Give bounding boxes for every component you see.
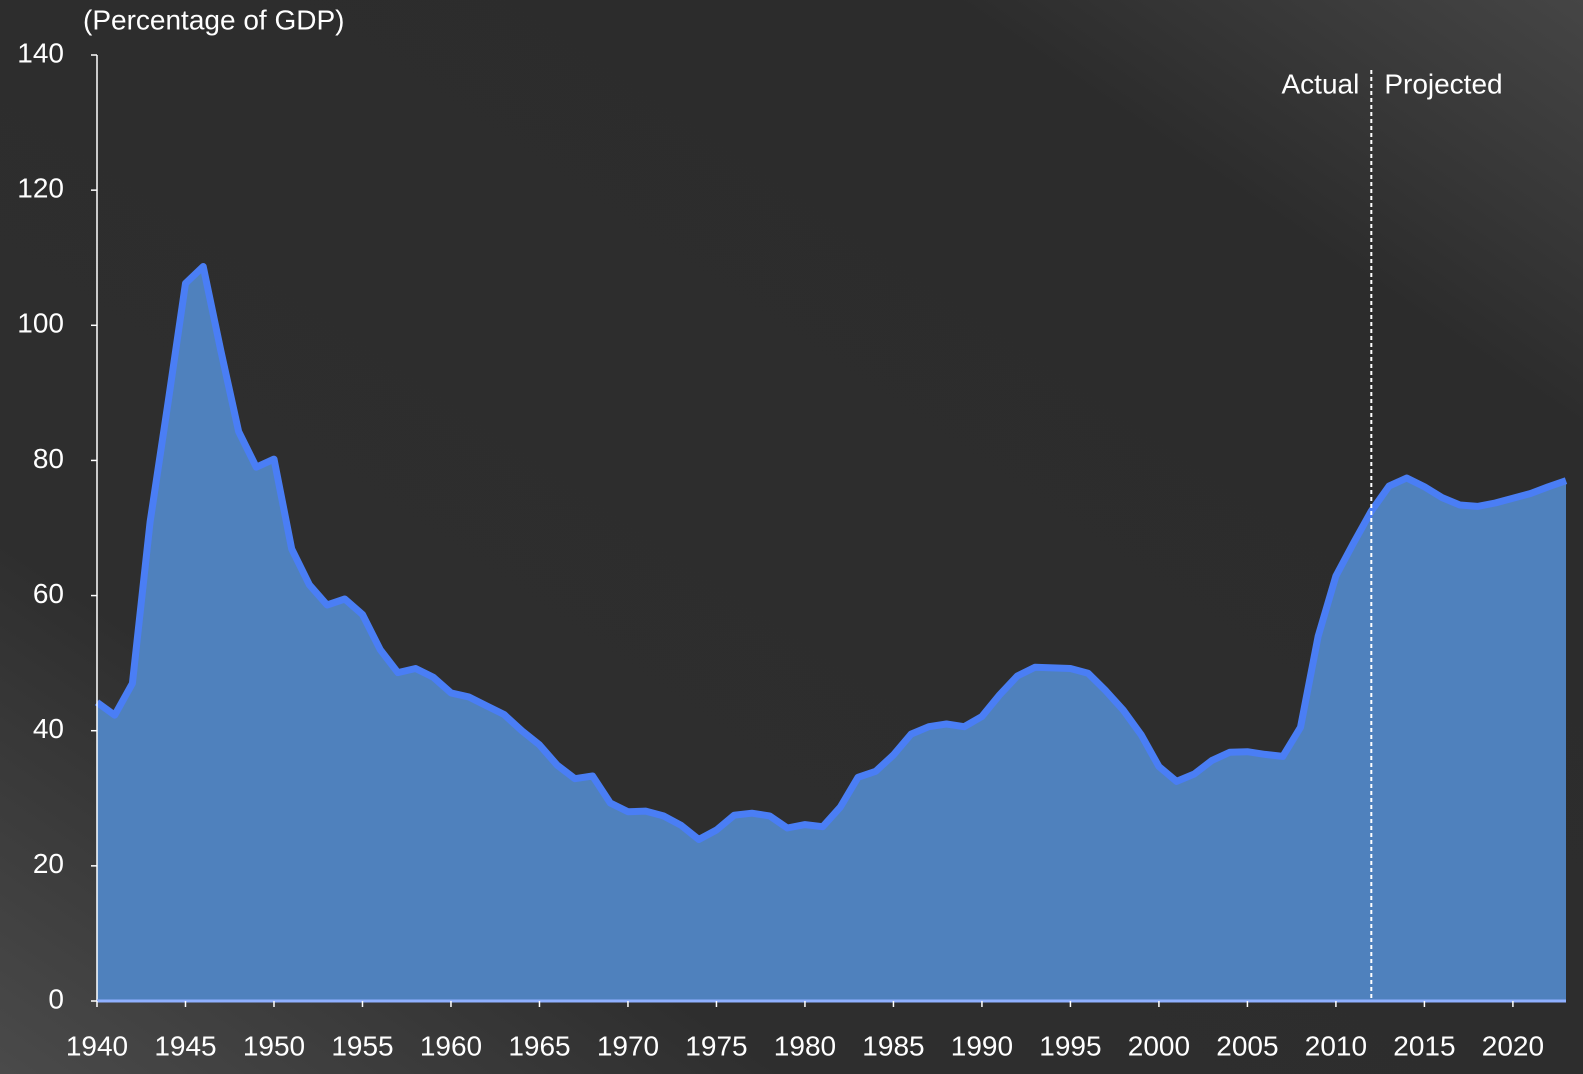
y-tick-label: 80 bbox=[33, 443, 64, 474]
y-tick-label: 20 bbox=[33, 848, 64, 879]
x-tick-label: 1975 bbox=[685, 1030, 747, 1061]
y-tick-label: 120 bbox=[17, 173, 64, 204]
x-tick-label: 1960 bbox=[420, 1030, 482, 1061]
divider-right-label: Projected bbox=[1384, 68, 1502, 99]
x-tick-label: 2020 bbox=[1482, 1030, 1544, 1061]
x-tick-label: 1965 bbox=[508, 1030, 570, 1061]
x-tick-label: 1990 bbox=[951, 1030, 1013, 1061]
x-tick-label: 1950 bbox=[243, 1030, 305, 1061]
x-tick-label: 1995 bbox=[1039, 1030, 1101, 1061]
axis-unit-label: (Percentage of GDP) bbox=[83, 4, 344, 35]
x-tick-label: 2010 bbox=[1305, 1030, 1367, 1061]
x-tick-label: 1970 bbox=[597, 1030, 659, 1061]
y-tick-label: 60 bbox=[33, 578, 64, 609]
y-tick-label: 40 bbox=[33, 713, 64, 744]
y-tick-label: 100 bbox=[17, 308, 64, 339]
x-tick-label: 2000 bbox=[1128, 1030, 1190, 1061]
x-tick-label: 2005 bbox=[1216, 1030, 1278, 1061]
x-tick-label: 1980 bbox=[774, 1030, 836, 1061]
area-fill bbox=[97, 266, 1566, 1001]
x-tick-label: 2015 bbox=[1393, 1030, 1455, 1061]
y-tick-label: 0 bbox=[48, 983, 64, 1014]
divider-left-label: Actual bbox=[1281, 68, 1359, 99]
x-tick-label: 1955 bbox=[331, 1030, 393, 1061]
area-line bbox=[94, 263, 1568, 843]
x-tick-label: 1985 bbox=[862, 1030, 924, 1061]
y-tick-label: 140 bbox=[17, 37, 64, 68]
x-tick-label: 1940 bbox=[66, 1030, 128, 1061]
x-tick-label: 1945 bbox=[154, 1030, 216, 1061]
